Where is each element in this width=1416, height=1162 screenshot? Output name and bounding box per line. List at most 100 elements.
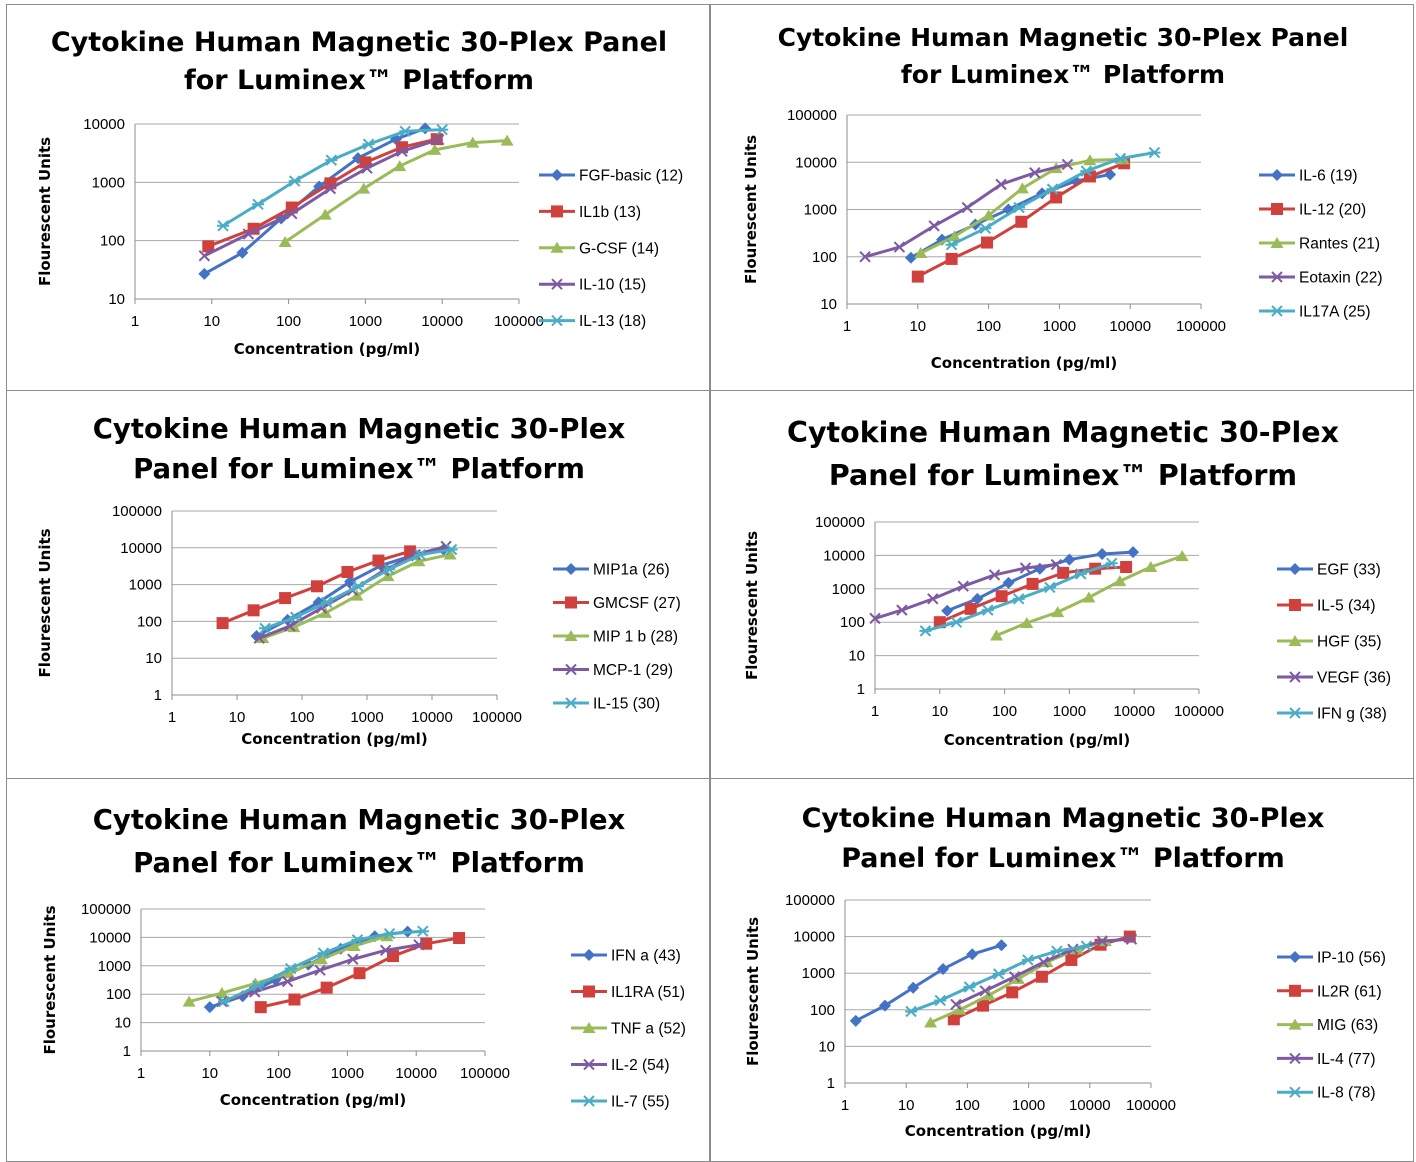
data-point xyxy=(1120,560,1133,573)
legend-marker xyxy=(1288,635,1302,646)
data-point xyxy=(436,123,449,136)
data-point xyxy=(957,580,969,592)
legend-entry: IL-12 (20) xyxy=(1259,202,1366,219)
data-point xyxy=(1175,550,1189,562)
data-point xyxy=(961,201,973,214)
data-point xyxy=(372,554,385,567)
data-point xyxy=(1050,945,1063,957)
data-point xyxy=(396,145,408,158)
data-point xyxy=(351,934,364,946)
legend-marker xyxy=(565,563,577,575)
chart-title-line: Panel for Luminex™ Platform xyxy=(841,843,1285,874)
x-axis-label: Concentration (pg/ml) xyxy=(944,731,1130,749)
chart-title-line: Cytokine Human Magnetic 30-Plex Panel xyxy=(51,27,667,58)
x-tick-label: 1000 xyxy=(1053,703,1086,720)
series-5 xyxy=(919,557,1118,637)
data-point xyxy=(937,963,950,976)
data-point xyxy=(1002,576,1015,589)
data-point xyxy=(982,209,996,221)
y-tick-label: 10000 xyxy=(795,154,837,171)
data-point xyxy=(412,555,426,567)
series-3 xyxy=(990,550,1189,641)
legend-label: EGF (33) xyxy=(1317,562,1381,579)
legend-entry: G-CSF (14) xyxy=(539,240,659,257)
legend-label: G-CSF (14) xyxy=(579,240,659,257)
legend-entry: IL-6 (19) xyxy=(1259,168,1358,185)
data-point xyxy=(963,981,976,993)
chart-title-line: Cytokine Human Magnetic 30-Plex xyxy=(93,413,626,445)
data-point xyxy=(203,1001,216,1014)
data-point xyxy=(995,590,1008,603)
data-point xyxy=(924,1016,938,1028)
y-tick-label: 10 xyxy=(145,650,162,667)
legend-entry: IFN g (38) xyxy=(1277,706,1387,723)
data-point xyxy=(977,999,990,1012)
data-point xyxy=(399,125,412,137)
x-tick-label: 10000 xyxy=(421,313,463,330)
data-point xyxy=(945,238,958,251)
data-point xyxy=(247,222,260,235)
x-axis-label: Concentration (pg/ml) xyxy=(241,730,427,748)
series-line xyxy=(203,138,440,258)
legend-entry: MIG (63) xyxy=(1277,1017,1378,1034)
x-tick-label: 10000 xyxy=(1113,703,1155,720)
legend-entry: MIP1a (26) xyxy=(553,562,670,579)
data-point xyxy=(907,981,920,994)
series-3 xyxy=(278,134,514,247)
x-tick-label: 1000 xyxy=(1043,318,1076,335)
data-point xyxy=(988,569,1001,581)
data-point xyxy=(198,250,211,262)
x-tick-label: 1 xyxy=(137,1065,145,1082)
x-tick-label: 1000 xyxy=(349,313,382,330)
series-5 xyxy=(259,543,458,634)
x-tick-label: 10 xyxy=(931,703,948,720)
data-point xyxy=(344,575,357,588)
data-point xyxy=(259,622,272,634)
legend-entry: IL-2 (54) xyxy=(571,1057,670,1074)
data-point xyxy=(353,967,366,980)
data-point xyxy=(253,632,265,644)
series-5 xyxy=(905,940,1093,1018)
y-tick-label: 10 xyxy=(818,1038,835,1055)
data-point xyxy=(1046,183,1059,195)
data-point xyxy=(284,620,296,632)
data-point xyxy=(279,592,292,605)
data-point xyxy=(352,580,365,592)
data-point xyxy=(416,925,429,937)
legend-label: IL-13 (18) xyxy=(579,313,646,330)
legend-label: IL-4 (77) xyxy=(1317,1051,1376,1068)
y-tick-label: 1000 xyxy=(832,581,865,598)
x-tick-label: 10000 xyxy=(395,1065,437,1082)
legend-marker xyxy=(1289,984,1301,997)
y-tick-label: 100 xyxy=(840,614,865,631)
data-point xyxy=(362,138,375,150)
data-point xyxy=(500,134,514,146)
chart-panel-2: Cytokine Human Magnetic 30-Plex Panel for… xyxy=(710,4,1414,392)
legend-label: VEGF (36) xyxy=(1317,670,1391,687)
legend-label: IFN g (38) xyxy=(1317,706,1387,723)
legend-entry: EGF (33) xyxy=(1277,562,1381,579)
data-point xyxy=(393,160,407,172)
legend-marker xyxy=(1288,1018,1302,1030)
legend-marker xyxy=(1271,169,1283,181)
data-point xyxy=(325,154,338,166)
series-line xyxy=(910,173,1111,260)
legend-marker xyxy=(551,278,563,290)
series-1 xyxy=(941,546,1140,617)
legend-marker xyxy=(1289,563,1301,575)
legend-marker xyxy=(1271,203,1283,215)
legend-marker xyxy=(1289,1052,1301,1065)
data-point xyxy=(1104,168,1117,181)
legend-marker xyxy=(1289,707,1301,719)
y-tick-label: 10 xyxy=(820,296,837,313)
data-point xyxy=(414,548,427,561)
data-point xyxy=(286,207,298,220)
legend-marker xyxy=(551,205,563,218)
data-point xyxy=(288,175,301,187)
data-point xyxy=(216,617,229,630)
data-point xyxy=(1026,577,1039,590)
series-1 xyxy=(849,939,1008,1027)
chart-2-svg: Cytokine Human Magnetic 30-Plex Panel for… xyxy=(742,23,1383,372)
x-tick-label: 10000 xyxy=(1109,318,1151,335)
chart-6-svg: Cytokine Human Magnetic 30-Plex Panel for… xyxy=(744,803,1386,1140)
